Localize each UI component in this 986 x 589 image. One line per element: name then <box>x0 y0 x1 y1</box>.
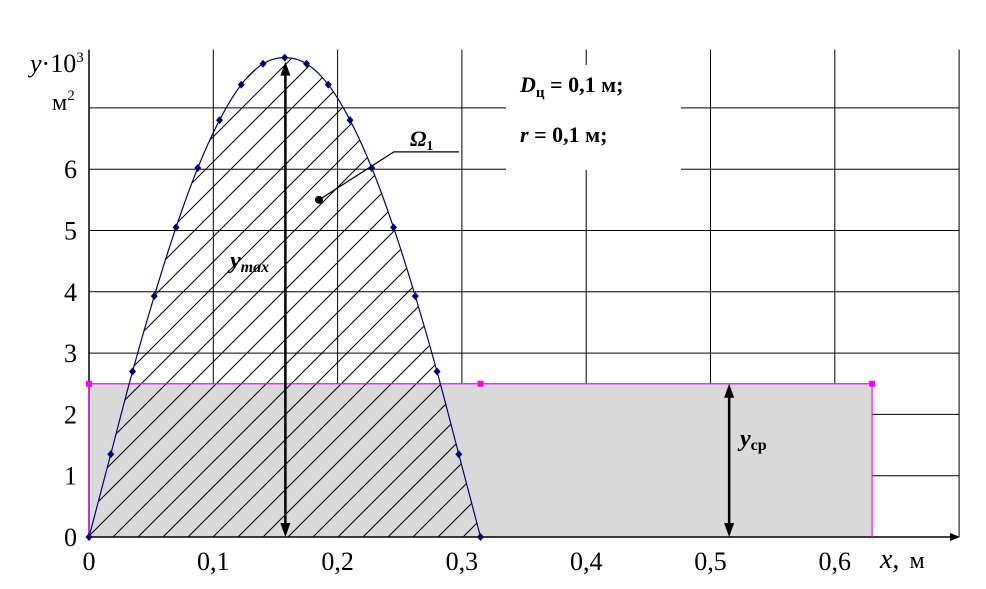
y-tick-label: 4 <box>64 278 77 307</box>
series <box>85 53 876 541</box>
x-tick-label: 0,6 <box>819 547 852 576</box>
average-point <box>86 380 92 387</box>
ycp-label: yср <box>737 426 767 454</box>
y-axis-unit: м2 <box>52 88 75 116</box>
x-tick-label: 0,1 <box>197 547 230 576</box>
info-line-2: r = 0,1 м; <box>520 122 607 147</box>
curve-point <box>433 367 441 376</box>
ymax-arrow-head-top <box>280 61 291 76</box>
ycp-arrow-head-bottom <box>724 523 735 537</box>
average-point <box>869 380 876 387</box>
omega-leader <box>318 151 459 201</box>
y-tick-label: 0 <box>64 523 77 552</box>
y-axis-label: y·103 <box>27 49 84 78</box>
curve-point <box>455 450 463 459</box>
x-tick-label: 0,5 <box>694 547 727 576</box>
curve-point <box>85 533 93 541</box>
x-tick-label: 0 <box>83 547 96 576</box>
curve-point <box>324 80 332 89</box>
curve-point <box>216 116 224 125</box>
curve-point <box>368 163 376 172</box>
annotations <box>280 61 735 537</box>
curve-point <box>259 59 267 68</box>
curve-point <box>172 223 180 232</box>
curve-point <box>194 163 202 172</box>
tick-labels: 0 0,1 0,2 0,3 0,4 0,5 0,6 0 1 2 3 4 5 6 <box>64 155 851 576</box>
ycp-arrow-head-top <box>724 383 735 398</box>
y-tick-label: 2 <box>64 400 77 429</box>
ymax-arrow-head-bottom <box>280 523 291 537</box>
curve-point <box>411 292 419 301</box>
y-tick-label: 3 <box>64 339 77 368</box>
x-axis-label: x, м <box>879 544 925 575</box>
average-point <box>477 380 484 387</box>
curve-point <box>129 367 137 376</box>
y-tick-label: 5 <box>64 217 77 246</box>
curve-point <box>303 59 311 68</box>
curve-point <box>107 450 115 459</box>
curve-point <box>281 53 289 62</box>
info-box <box>506 65 681 170</box>
curve-point <box>390 223 398 232</box>
ymax-label: ymax <box>227 248 269 276</box>
info-line-1: Dц = 0,1 м; <box>519 72 623 101</box>
omega-label: Ω1 <box>410 126 433 154</box>
x-tick-label: 0,3 <box>446 547 479 576</box>
curve-point <box>477 533 485 541</box>
y-tick-label: 6 <box>64 155 77 184</box>
curve-point <box>150 292 158 301</box>
curve-point <box>346 116 354 125</box>
x-tick-label: 0,4 <box>570 547 603 576</box>
x-tick-label: 0,2 <box>321 547 354 576</box>
y-tick-label: 1 <box>64 462 77 491</box>
curve-point <box>237 80 245 89</box>
